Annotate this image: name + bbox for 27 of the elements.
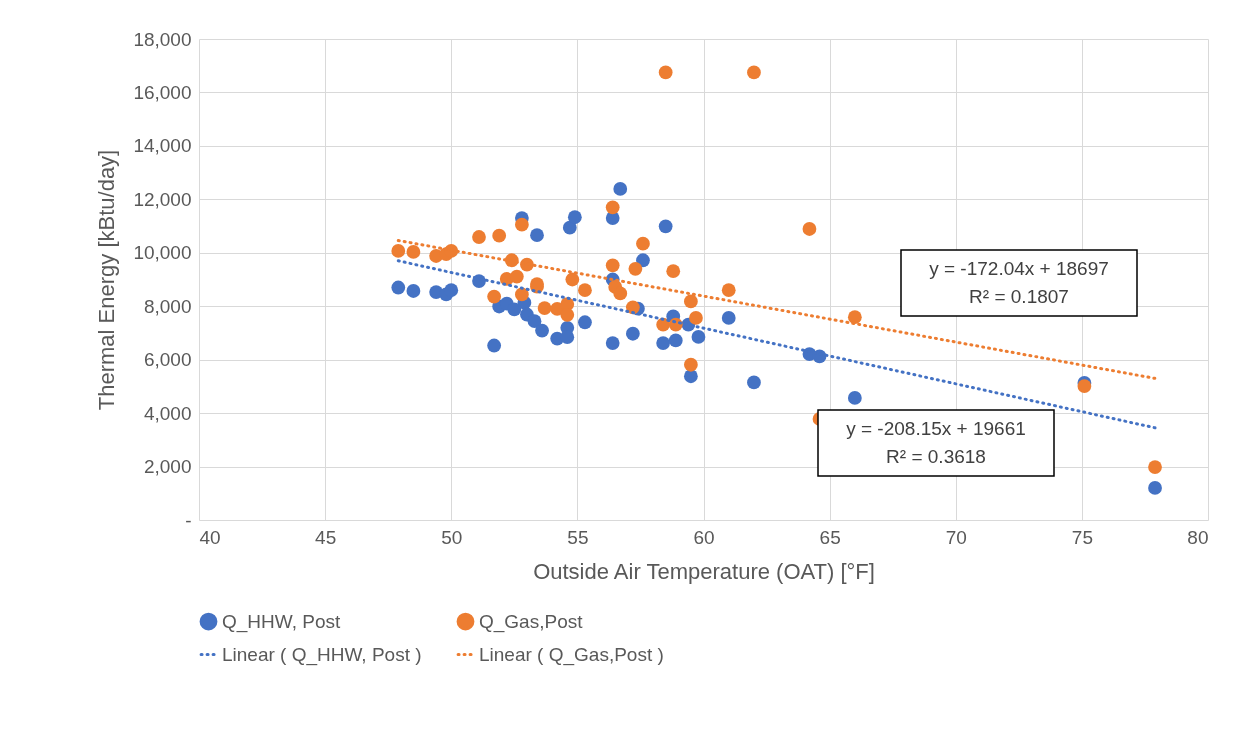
x-tick-label: 40	[199, 526, 221, 548]
y-tick-label: 2,000	[143, 456, 192, 478]
legend-label: Linear ( Q_Gas,Post )	[479, 643, 664, 666]
annotation: y = -172.04x + 18697 R² = 0.1807	[929, 258, 1109, 307]
y-tick-label: 6,000	[143, 349, 192, 371]
x-tick-label: 50	[441, 526, 463, 548]
y-tick-label: 16,000	[133, 81, 192, 103]
y-tick-label: 10,000	[133, 242, 192, 264]
x-tick-label: 55	[567, 526, 589, 548]
y-tick-label: -	[185, 509, 192, 531]
annotation: y = -208.15x + 19661 R² = 0.3618	[846, 418, 1026, 467]
x-tick-label: 80	[1187, 526, 1209, 548]
y-tick-label: 14,000	[133, 135, 192, 157]
x-tick-label: 45	[315, 526, 337, 548]
legend-label: Q_Gas,Post	[479, 610, 584, 633]
x-tick-label: 70	[945, 526, 967, 548]
y-tick-label: 12,000	[133, 188, 192, 210]
x-axis-title: Outside Air Temperature (OAT) [°F]	[533, 558, 875, 584]
y-tick-label: 18,000	[133, 28, 192, 50]
y-axis-title: Thermal Energy [kBtu/day]	[94, 149, 120, 411]
legend-label: Linear ( Q_HHW, Post )	[222, 643, 422, 666]
y-tick-label: 4,000	[143, 402, 192, 424]
x-tick-label: 65	[819, 526, 841, 548]
y-tick-label: 8,000	[143, 295, 192, 317]
x-tick-label: 75	[1071, 526, 1093, 548]
legend-label: Q_HHW, Post	[222, 610, 341, 633]
x-tick-label: 60	[693, 526, 715, 548]
